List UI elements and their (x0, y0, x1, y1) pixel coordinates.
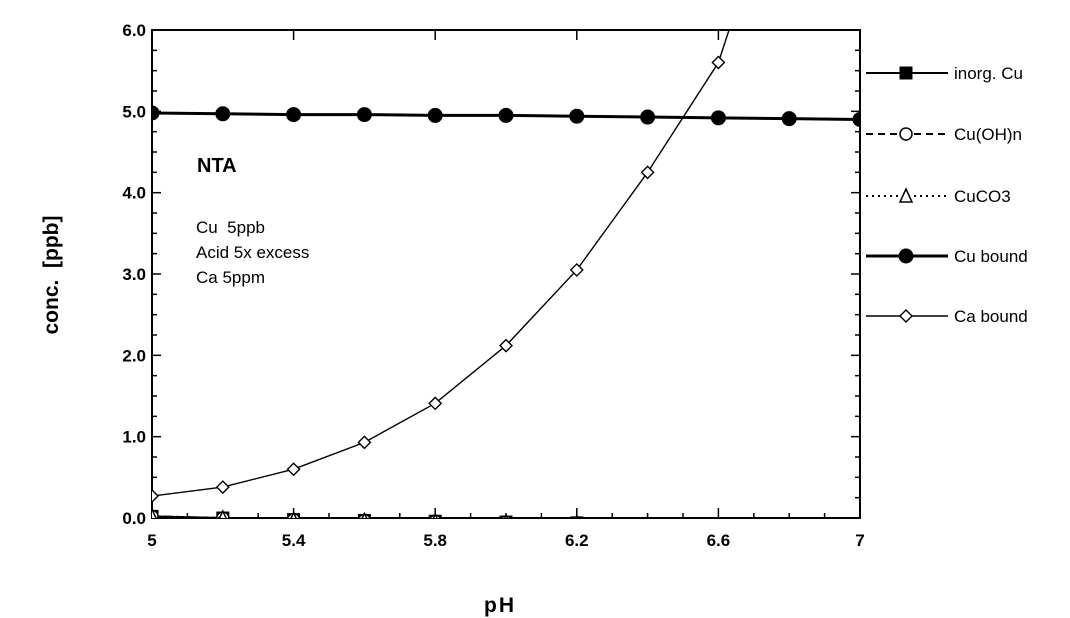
legend-label: CuCO3 (954, 187, 1011, 206)
annotation-title: NTA (197, 155, 237, 177)
data-point (710, 110, 726, 126)
data-point (781, 111, 797, 127)
series-layer (152, 30, 866, 531)
data-point (644, 516, 652, 518)
data-point (641, 517, 655, 518)
x-tick-label: 6.2 (565, 531, 589, 550)
x-tick-label: 5.8 (423, 531, 447, 550)
data-point (215, 106, 231, 122)
annotation-line-2: Acid 5x excess (196, 243, 309, 262)
x-tick-label: 7 (855, 531, 864, 550)
legend-label: inorg. Cu (954, 64, 1023, 83)
data-point (574, 514, 579, 518)
legend-item-ca-bound: Ca bound (866, 307, 1028, 326)
data-point (432, 512, 438, 518)
annotation-line-1: Cu 5ppb (196, 218, 265, 237)
data-point (286, 462, 301, 477)
data-point (499, 338, 513, 353)
y-tick-label: 2.0 (122, 346, 146, 365)
data-point (640, 165, 655, 180)
x-tick-label: 5.4 (282, 531, 306, 550)
data-point (498, 107, 514, 123)
legend-item-cu-bound: Cu bound (866, 247, 1028, 266)
y-tick-label: 5.0 (122, 102, 146, 121)
y-tick-label: 0.0 (122, 509, 146, 528)
data-point (152, 489, 159, 504)
data-point (218, 509, 227, 518)
y-tick-label: 6.0 (122, 21, 146, 40)
y-tick-label: 4.0 (122, 184, 146, 203)
data-point (646, 514, 650, 518)
x-axis-title: pH (484, 594, 516, 617)
data-point (503, 513, 509, 518)
data-point (716, 517, 721, 518)
legend-label: Cu(OH)n (954, 125, 1022, 144)
annotation-line-3: Ca 5ppm (196, 268, 265, 287)
annotation-box: NTA Cu 5ppb Acid 5x excess Ca 5ppm (196, 155, 309, 287)
legend-marker (899, 309, 913, 323)
legend-marker (899, 127, 913, 141)
data-point (854, 519, 866, 531)
legend-label: Ca bound (954, 307, 1028, 326)
data-point (361, 511, 368, 518)
series-line (152, 30, 730, 497)
data-point (357, 435, 372, 450)
x-tick-label: 5 (147, 531, 156, 550)
series-cuco3 (152, 507, 860, 518)
legend-marker (898, 248, 914, 264)
legend-item-cuco3: CuCO3 (866, 187, 1011, 206)
data-point (152, 507, 157, 518)
legend-marker (898, 187, 914, 203)
series-cu-bound (152, 105, 860, 127)
data-point (290, 510, 297, 518)
legend-item-inorg-cu: inorg. Cu (866, 64, 1023, 83)
data-point (852, 111, 860, 127)
y-tick-label: 3.0 (122, 265, 146, 284)
y-axis-title: conc. [ppb] (40, 216, 63, 335)
data-point (711, 55, 726, 70)
data-point (783, 519, 795, 531)
legend-item-cu-oh-n: Cu(OH)n (866, 125, 1022, 144)
x-tick-label: 6.6 (707, 531, 731, 550)
data-point (787, 517, 791, 518)
data-point (356, 107, 372, 123)
data-point (152, 105, 160, 121)
data-point (428, 396, 443, 411)
data-point (569, 108, 585, 124)
y-tick-label: 1.0 (122, 428, 146, 447)
data-point (712, 519, 724, 531)
data-point (569, 262, 584, 277)
data-point (640, 109, 656, 125)
data-point (788, 515, 791, 518)
series-ca-bound (152, 30, 730, 504)
legend-marker (899, 66, 913, 80)
data-point (854, 519, 866, 531)
tick-marks: 0.0 1.0 2.0 3.0 4.0 5.0 6.0 5 5.4 5.8 6.2 6.6 7 (122, 21, 864, 550)
data-point (427, 107, 443, 123)
data-point (286, 107, 302, 123)
legend-label: Cu bound (954, 247, 1028, 266)
legend: inorg. Cu Cu(OH)n CuCO3 Cu bound Ca bound (866, 64, 1028, 326)
data-point (859, 516, 860, 518)
data-point (215, 480, 230, 495)
data-point (717, 515, 720, 518)
